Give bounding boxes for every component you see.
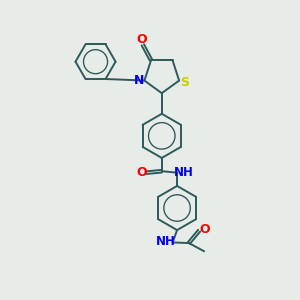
- Text: O: O: [199, 223, 210, 236]
- Text: O: O: [136, 33, 147, 46]
- Text: NH: NH: [156, 235, 176, 248]
- Text: N: N: [134, 74, 144, 87]
- Text: O: O: [136, 166, 147, 179]
- Text: S: S: [180, 76, 189, 88]
- Text: NH: NH: [174, 166, 194, 179]
